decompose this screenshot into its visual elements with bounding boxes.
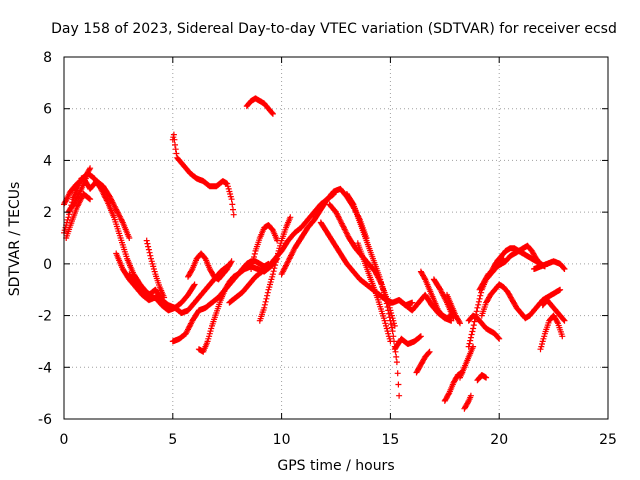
- data-track-27: [457, 343, 477, 381]
- data-track-32: [485, 245, 544, 280]
- data-track-20: [391, 333, 424, 353]
- data-track-5: [126, 263, 231, 316]
- data-track-11: [185, 250, 235, 283]
- data-track-33: [478, 281, 564, 322]
- data-track-7: [169, 131, 237, 218]
- data-track-26: [444, 291, 463, 327]
- data-track-8: [243, 95, 276, 117]
- data-track-36: [539, 297, 568, 324]
- data-track-37: [531, 258, 568, 272]
- y-tick-label: -6: [38, 412, 52, 428]
- axis-ticks: 0 5 10 15 20 25 -6 -4 -2 0 2 4 6 8: [38, 50, 617, 448]
- y-tick-label: -2: [38, 309, 52, 325]
- data-track-6: [143, 237, 168, 301]
- x-tick-label: 15: [381, 432, 399, 448]
- chart-title: Day 158 of 2023, Sidereal Day-to-day VTE…: [51, 21, 617, 37]
- plot-frame: [63, 56, 609, 420]
- x-tick-label: 0: [60, 432, 69, 448]
- data-track-19: [354, 240, 394, 345]
- data-track-23: [417, 268, 455, 322]
- data-track-22: [413, 348, 433, 376]
- data-track-28: [461, 392, 474, 412]
- x-tick-label: 5: [168, 432, 177, 448]
- x-tick-label: 25: [599, 432, 617, 448]
- data-marks: [61, 95, 568, 412]
- x-axis-label: GPS time / hours: [277, 458, 394, 474]
- y-axis-label: SDTVAR / TECUs: [7, 182, 23, 297]
- data-track-14: [248, 222, 281, 272]
- y-tick-label: -4: [38, 360, 52, 376]
- data-track-3: [63, 191, 94, 241]
- x-tick-label: 10: [273, 432, 291, 448]
- y-tick-label: 6: [43, 102, 52, 118]
- y-tick-label: 0: [43, 257, 52, 273]
- y-tick-label: 2: [43, 205, 52, 221]
- data-track-2: [65, 170, 163, 304]
- data-track-29: [474, 372, 490, 384]
- y-tick-label: 8: [43, 50, 52, 66]
- data-track-18: [343, 191, 403, 399]
- data-track-34: [465, 312, 503, 342]
- y-tick-label: 4: [43, 153, 52, 169]
- data-track-24: [430, 276, 457, 322]
- data-track-35: [537, 312, 566, 353]
- grid-lines: [64, 57, 608, 419]
- x-tick-label: 20: [490, 432, 508, 448]
- data-track-13: [256, 214, 294, 324]
